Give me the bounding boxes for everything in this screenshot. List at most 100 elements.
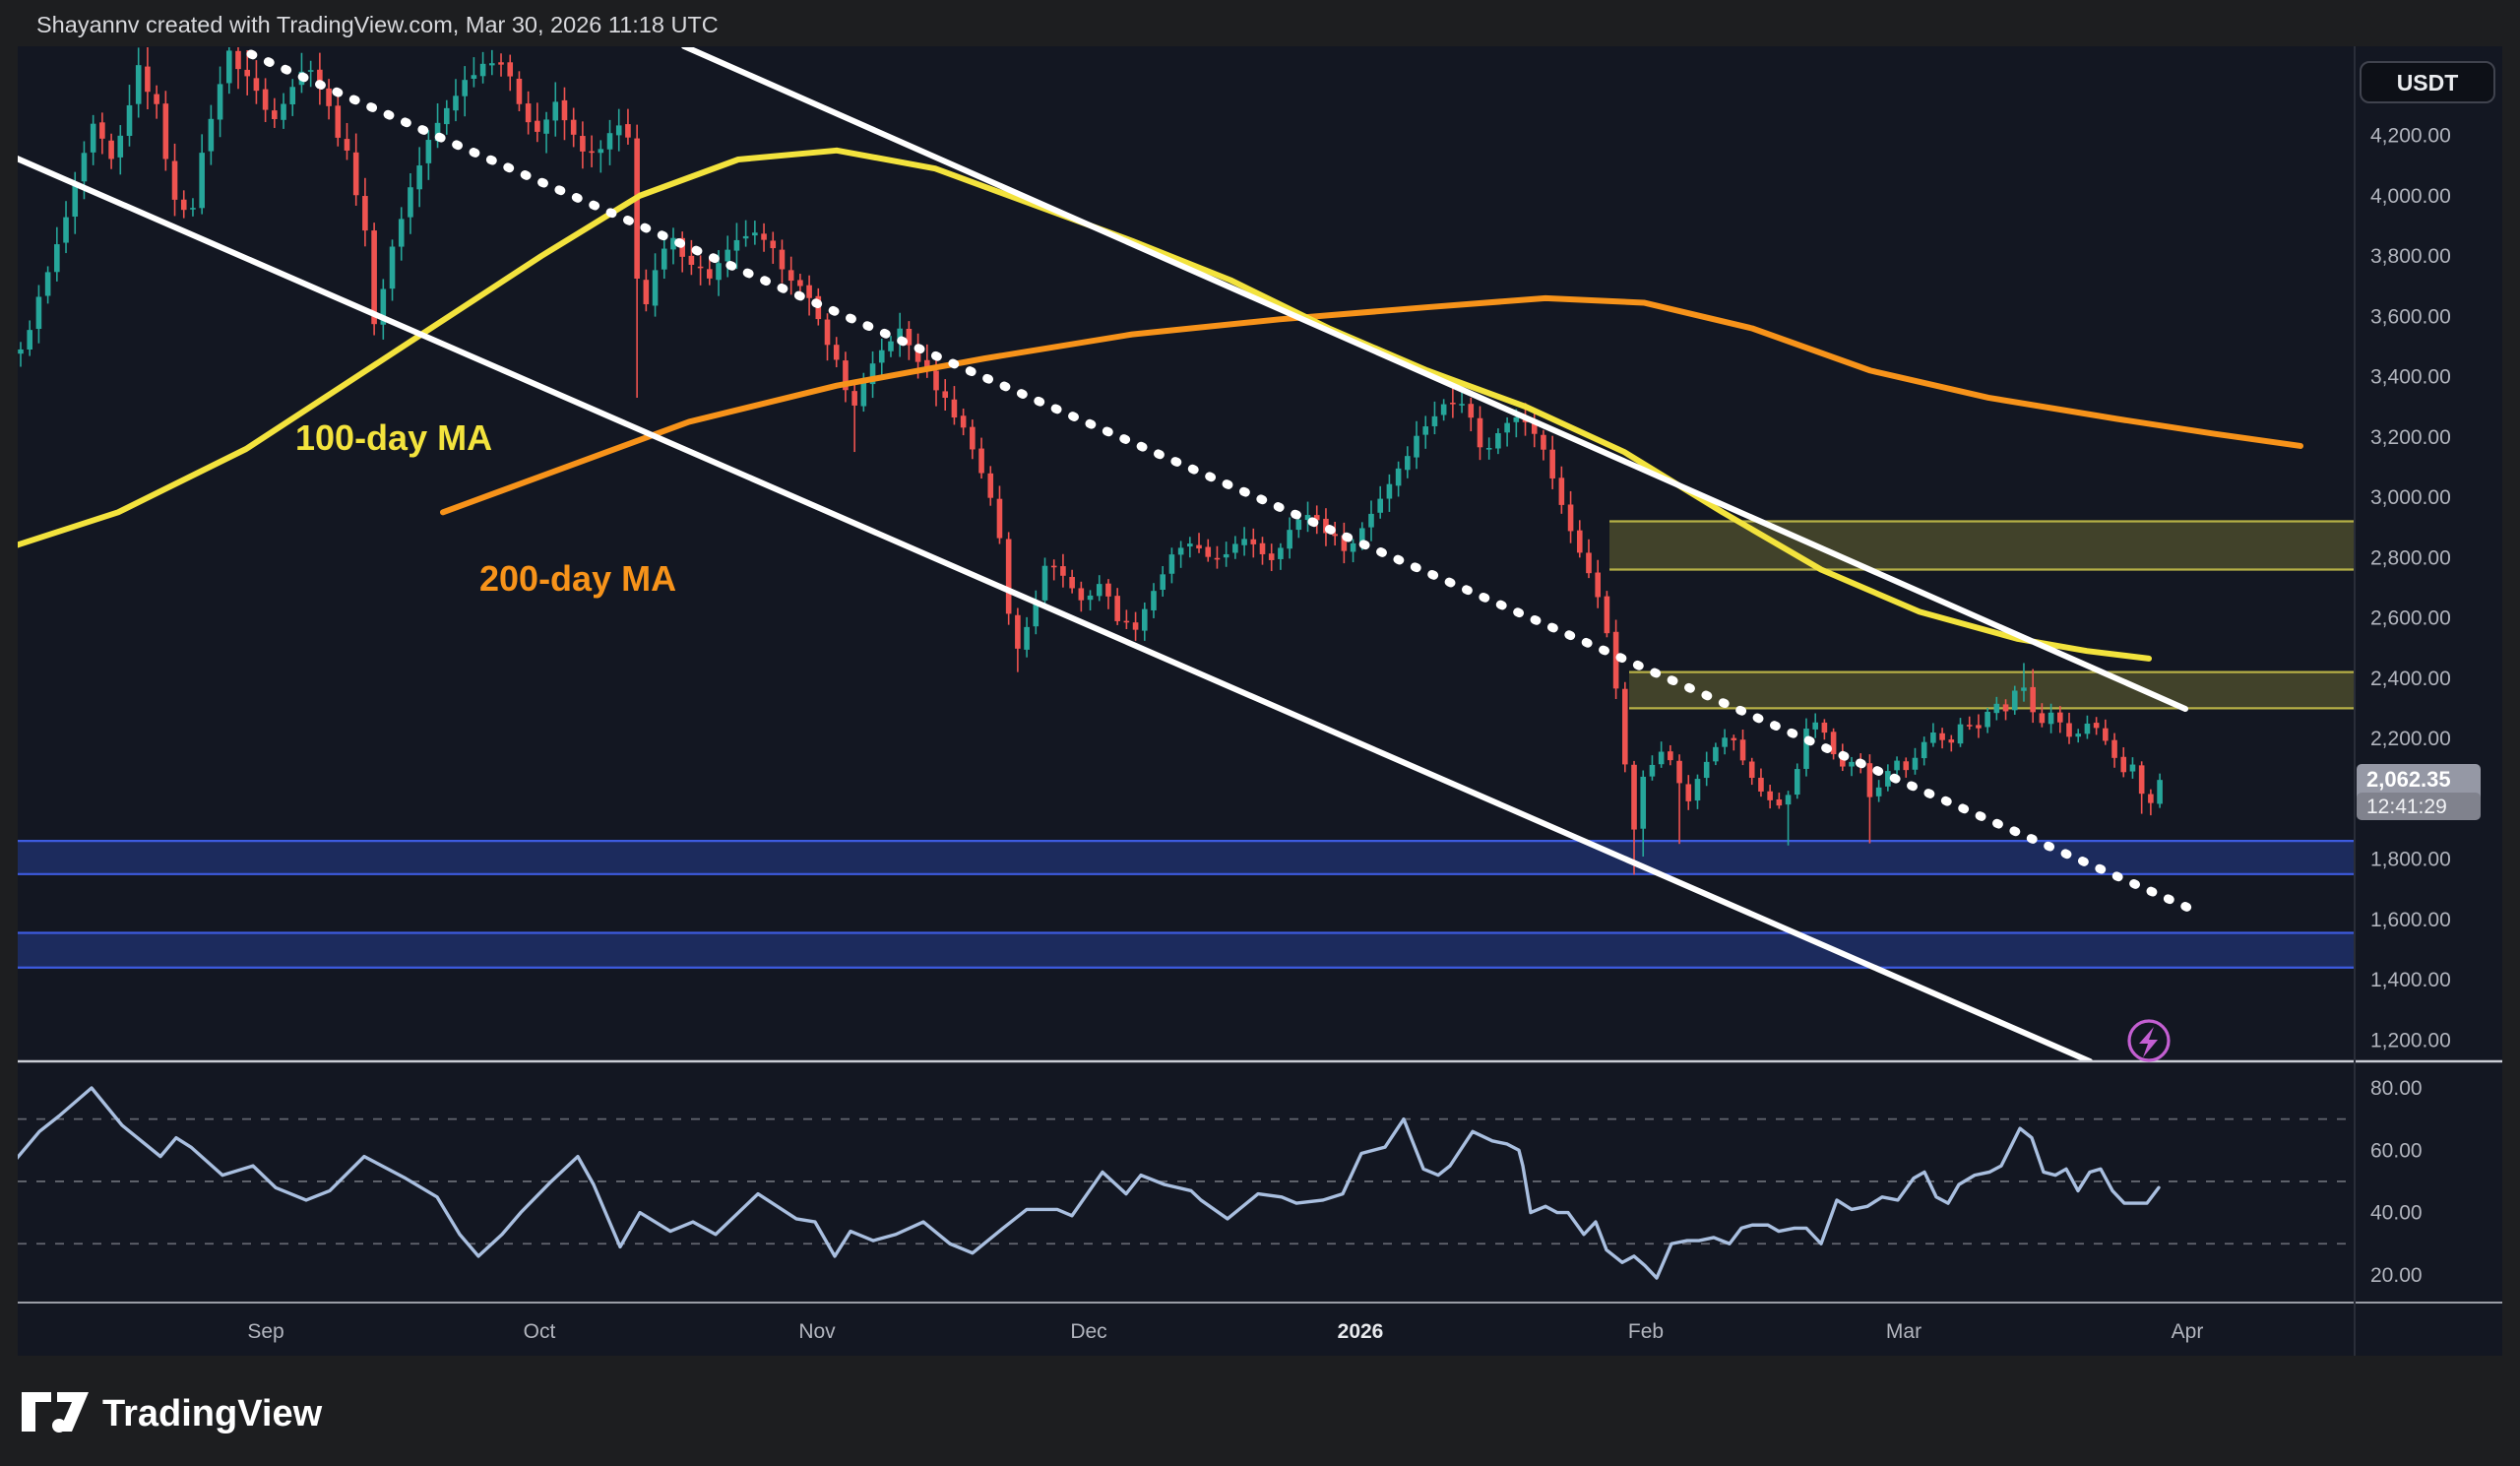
candle-down bbox=[1050, 565, 1057, 568]
candle-up bbox=[752, 232, 758, 236]
candle-up bbox=[1177, 547, 1184, 555]
time-label[interactable]: Nov bbox=[798, 1320, 836, 1343]
candle-up bbox=[1912, 757, 1919, 770]
candle-up bbox=[462, 80, 468, 96]
candle-down bbox=[2111, 739, 2117, 758]
moving-averages-layer bbox=[18, 147, 2303, 662]
candle-up bbox=[742, 235, 749, 239]
candle-down bbox=[570, 119, 577, 135]
candle-up bbox=[199, 153, 205, 209]
candle-down bbox=[1450, 402, 1456, 405]
time-label[interactable]: Dec bbox=[1070, 1320, 1106, 1343]
candle-up bbox=[661, 248, 667, 270]
trendlines-layer[interactable] bbox=[15, 46, 2200, 1061]
ma100-label[interactable]: 100-day MA bbox=[295, 417, 492, 458]
candle-up bbox=[1087, 595, 1094, 601]
candle-up bbox=[2084, 723, 2091, 734]
time-label[interactable]: Oct bbox=[524, 1320, 556, 1343]
price-tick: 1,400.00 bbox=[2370, 969, 2451, 991]
axis-labels-layer[interactable]: 4,200.00 4,000.00 3,800.00 3,600.00 3,400.00… bbox=[247, 125, 2450, 1344]
candle-down bbox=[1604, 596, 1610, 634]
candle-up bbox=[1358, 528, 1365, 545]
candle-up bbox=[1232, 543, 1238, 553]
candle-down bbox=[1567, 504, 1574, 532]
candle-down bbox=[162, 103, 169, 159]
candle-up bbox=[453, 96, 459, 111]
candle-down bbox=[688, 255, 695, 265]
candle-up bbox=[81, 153, 88, 182]
rsi-tick: 80.00 bbox=[2370, 1077, 2423, 1100]
time-label[interactable]: Apr bbox=[2172, 1320, 2204, 1343]
candle-down bbox=[1205, 546, 1212, 557]
candle-up bbox=[1894, 760, 1900, 771]
candle-up bbox=[543, 119, 549, 134]
candle-up bbox=[389, 246, 396, 289]
candle-down bbox=[2138, 765, 2145, 795]
candle-up bbox=[1395, 468, 1402, 486]
candle-down bbox=[344, 139, 350, 151]
candle-up bbox=[1921, 741, 1927, 759]
ma200-label[interactable]: 200-day MA bbox=[479, 558, 676, 599]
channel-midline[interactable] bbox=[246, 49, 2200, 916]
candle-down bbox=[1477, 417, 1483, 448]
candle-up bbox=[1875, 787, 1882, 797]
candle-down bbox=[843, 360, 849, 391]
candle-down bbox=[1069, 577, 1075, 589]
candle-up bbox=[1168, 554, 1175, 574]
candle-up bbox=[1287, 530, 1292, 549]
candle-up bbox=[190, 208, 196, 210]
candle-down bbox=[1676, 760, 1682, 784]
candle-up bbox=[1187, 543, 1193, 547]
candle-down bbox=[371, 230, 377, 325]
candle-up bbox=[35, 296, 42, 330]
candles-layer[interactable] bbox=[18, 33, 2163, 875]
candle-down bbox=[1123, 620, 1130, 623]
price-tick: 1,200.00 bbox=[2370, 1029, 2451, 1052]
candle-up bbox=[434, 122, 441, 142]
candle-down bbox=[2039, 713, 2046, 724]
channel-upper[interactable] bbox=[681, 46, 2188, 712]
candle-up bbox=[1295, 519, 1302, 531]
candle-up bbox=[2129, 764, 2136, 772]
candle-down bbox=[272, 110, 278, 119]
candle-down bbox=[1866, 763, 1873, 797]
candle-up bbox=[1033, 601, 1040, 627]
candle-up bbox=[1485, 448, 1492, 450]
candle-up bbox=[1405, 456, 1411, 471]
candle-down bbox=[561, 99, 568, 121]
candle-down bbox=[1776, 798, 1783, 806]
candle-up bbox=[1440, 404, 1447, 415]
candle-down bbox=[1132, 622, 1139, 630]
candle-down bbox=[2057, 712, 2063, 723]
candle-down bbox=[362, 196, 368, 231]
time-label[interactable]: Mar bbox=[1886, 1320, 1922, 1343]
candle-up bbox=[1703, 761, 1710, 779]
time-label[interactable]: Sep bbox=[247, 1320, 284, 1343]
candle-down bbox=[1668, 751, 1673, 761]
candle-up bbox=[489, 63, 495, 66]
candle-down bbox=[1323, 518, 1329, 534]
lightning-icon[interactable] bbox=[2127, 1019, 2171, 1062]
symbol-badge[interactable]: USDT bbox=[2360, 61, 2495, 103]
tradingview-logo-text: TradingView bbox=[102, 1393, 323, 1434]
time-label[interactable]: 2026 bbox=[1338, 1320, 1384, 1343]
candle-down bbox=[262, 89, 269, 110]
candle-up bbox=[1984, 711, 1990, 728]
candle-down bbox=[2120, 756, 2127, 773]
resistance-zone bbox=[1609, 520, 2355, 571]
channel-lower[interactable] bbox=[15, 156, 2093, 1061]
candle-down bbox=[806, 285, 812, 298]
candle-up bbox=[1957, 724, 1964, 744]
candle-down bbox=[1078, 588, 1085, 601]
candle-down bbox=[2103, 728, 2109, 741]
symbol-badge-label: USDT bbox=[2397, 70, 2459, 96]
time-label[interactable]: Feb bbox=[1628, 1320, 1664, 1343]
tradingview-logo[interactable]: TradingView bbox=[22, 1392, 323, 1434]
candle-down bbox=[1976, 725, 1982, 729]
candle-up bbox=[2157, 780, 2163, 804]
zones-layer bbox=[18, 520, 2355, 969]
candle-down bbox=[2066, 723, 2072, 737]
candle-down bbox=[960, 415, 967, 428]
candle-up bbox=[1694, 779, 1701, 801]
